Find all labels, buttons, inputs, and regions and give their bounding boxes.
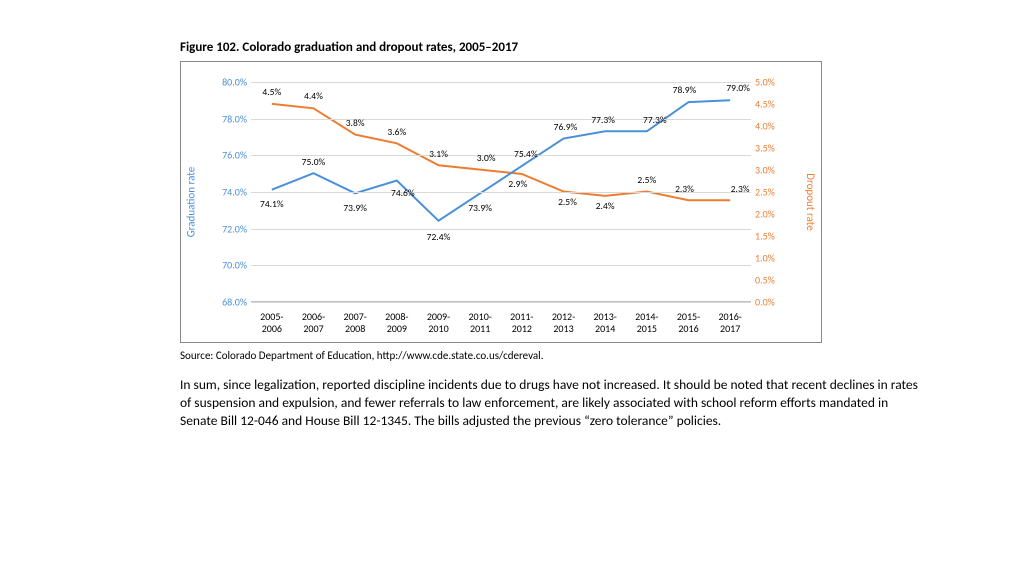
graduation-line-label: 77.3% [591,114,615,126]
y-right-tick: 1.5% [755,230,789,243]
y-right-tick: 0.5% [755,274,789,287]
x-tick: 2009-2010 [419,311,459,335]
chart-source: Source: Colorado Department of Education… [180,349,934,362]
y-left-tick: 78.0% [209,112,247,125]
gridline [251,265,751,266]
dropout-line-label: 3.8% [346,117,365,129]
x-tick: 2007-2008 [335,311,375,335]
y-right-tick: 0.0% [755,296,789,309]
graduation-line-label: 76.9% [554,121,578,133]
y-right-tick: 3.5% [755,142,789,155]
graduation-line-label: 73.9% [343,202,367,214]
plot-area: 68.0%70.0%72.0%74.0%76.0%78.0%80.0%0.0%0… [251,82,751,302]
dropout-line-label: 2.5% [558,196,577,208]
graduation-line-label: 75.4% [514,148,538,160]
y-right-tick: 1.0% [755,252,789,265]
x-tick: 2010-2011 [460,311,500,335]
y-left-tick: 76.0% [209,149,247,162]
x-tick: 2011-2012 [502,311,542,335]
x-tick: 2016-2017 [710,311,750,335]
graduation-line-label: 73.9% [468,202,492,214]
y-right-tick: 4.0% [755,120,789,133]
y-right-tick: 3.0% [755,164,789,177]
gridline [251,229,751,230]
dropout-line-label: 3.0% [477,152,496,164]
y-left-tick: 68.0% [209,296,247,309]
dropout-line-label: 4.4% [304,90,323,102]
graduation-line-label: 78.9% [673,84,697,96]
graduation-line-label: 72.4% [427,231,451,243]
gridline [251,302,751,303]
y-left-tick: 80.0% [209,76,247,89]
graduation-line-label: 74.1% [260,198,284,210]
y-left-tick: 70.0% [209,259,247,272]
graduation-line-label: 79.0% [726,82,750,94]
dropout-line-label: 3.1% [429,148,448,160]
chart-title: Figure 102. Colorado graduation and drop… [180,40,934,55]
x-tick: 2015-2016 [669,311,709,335]
y-axis-right-title: Dropout rate [805,173,818,231]
y-right-tick: 2.0% [755,208,789,221]
y-right-tick: 2.5% [755,186,789,199]
dropout-line-label: 3.6% [387,126,406,138]
dropout-line-label: 2.3% [675,183,694,195]
x-tick: 2006-2007 [294,311,334,335]
x-tick: 2013-2014 [585,311,625,335]
y-left-tick: 74.0% [209,186,247,199]
x-tick: 2012-2013 [544,311,584,335]
y-right-tick: 5.0% [755,76,789,89]
dropout-line-label: 2.4% [596,200,615,212]
graduation-line-label: 74.6% [391,187,415,199]
x-tick: 2014-2015 [627,311,667,335]
chart-container: Graduation rate Dropout rate 68.0%70.0%7… [180,61,822,343]
y-right-tick: 4.5% [755,98,789,111]
x-tick: 2005-2006 [252,311,292,335]
dropout-line-label: 2.3% [731,183,750,195]
y-left-tick: 72.0% [209,222,247,235]
graduation-line-label: 77.3% [643,114,667,126]
dropout-line-label: 2.5% [637,174,656,186]
graduation-line-label: 75.0% [302,156,326,168]
x-tick: 2008-2009 [377,311,417,335]
gridline [251,82,751,83]
body-paragraph: In sum, since legalization, reported dis… [180,376,920,431]
gridline [251,155,751,156]
dropout-line-label: 2.9% [508,178,527,190]
dropout-line-label: 4.5% [262,86,281,98]
gridline [251,119,751,120]
y-axis-left-title: Graduation rate [185,167,198,238]
